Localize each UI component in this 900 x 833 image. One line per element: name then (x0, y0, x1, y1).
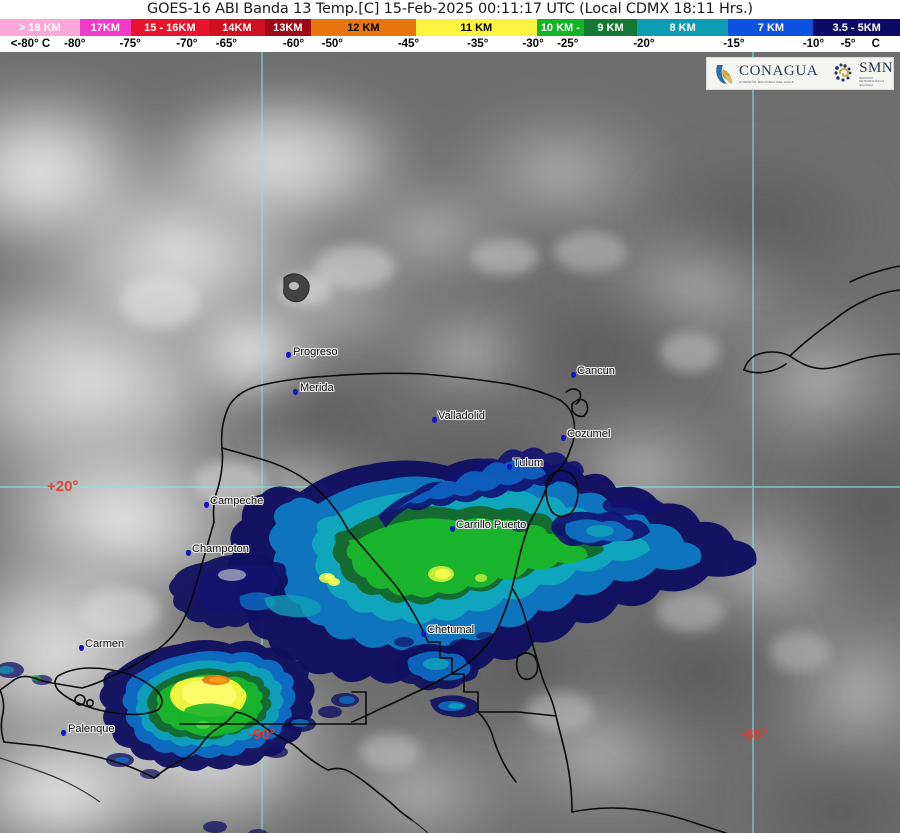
map-coastlines (0, 265, 900, 833)
smn-subtitle-3: NACIONAL (859, 83, 874, 87)
city-dot-merida (293, 389, 298, 395)
satellite-image-svg (0, 52, 900, 833)
city-dot-cancun (571, 372, 576, 378)
storm-patch-chetumal (392, 643, 479, 718)
temp-tick-12: -15° (723, 38, 745, 50)
smn-subtitle-1: SERVICIO (859, 77, 873, 81)
conagua-eagle-icon (716, 64, 733, 84)
city-dot-champoton (186, 550, 191, 556)
temp-tick-9: -30° (522, 38, 544, 50)
temp-tick-11: -20° (633, 38, 655, 50)
temp-tick-10: -25° (557, 38, 579, 50)
temp-tick-4: -65° (215, 38, 237, 50)
smn-logo: SMN SERVICIO METEOROLÓGICO NACIONAL (832, 60, 893, 87)
city-dot-progreso (286, 352, 291, 358)
colorbar-segment-5: 12 KM (310, 19, 417, 36)
page-title: GOES-16 ABI Banda 13 Temp.[C] 15-Feb-202… (147, 1, 753, 17)
smn-name: SMN (859, 60, 894, 77)
colorbar-segment-9: 8 KM (636, 19, 729, 36)
city-dot-palenque (61, 730, 66, 736)
smn-swirl-icon (834, 63, 852, 83)
city-dot-cozumel (561, 435, 566, 441)
temp-tick-15: C (871, 38, 880, 50)
temp-tick-14: -5° (840, 38, 856, 50)
temp-tick-8: -35° (467, 38, 489, 50)
temp-tick-5: -60° (282, 38, 305, 50)
colorbar-segment-8: 9 KM (584, 19, 637, 36)
scattered-convection (0, 524, 528, 833)
satellite-image-panel[interactable]: +20° -90° -85° Progreso Merida Valladoli… (0, 52, 900, 833)
storm-cluster-ne (551, 496, 666, 547)
city-dot-tulum (507, 464, 512, 470)
colorbar-segment-10: 7 KM (728, 19, 814, 36)
temp-tick-2: -75° (119, 38, 141, 50)
colorbar-segment-11: 3.5 - 5KM (813, 19, 900, 36)
temp-tick-7: -45° (397, 38, 420, 50)
temp-tick-1: -80° (64, 38, 86, 50)
colorbar-segment-0: > 18 KM (0, 19, 80, 36)
city-dot-chetumal (421, 631, 426, 637)
color-legend-bar: > 18 KM 17KM 15 - 16KM 14KM 13KM 12 KM 11 KM 10… (0, 19, 900, 36)
colorbar-segment-2: 15 - 16KM (130, 19, 209, 36)
smn-subtitle-2: METEOROLÓGICO (859, 80, 885, 84)
conagua-subtitle: COMISIÓN NACIONAL DEL AGUA (739, 80, 794, 84)
colorbar-segment-3: 14KM (208, 19, 265, 36)
temperature-scale-axis: <-80° C -80° -75° -70° -65° -60° -50° -45° -35° -… (0, 36, 900, 52)
city-dot-carrillo-puerto (450, 526, 455, 532)
colorbar-segment-6: 11 KM (416, 19, 537, 36)
temp-tick-13: -10° (802, 38, 825, 50)
temp-tick-6: -50° (321, 38, 343, 50)
colorbar-segment-7: 10 KM - (536, 19, 585, 36)
city-dot-carmen (79, 645, 84, 651)
temp-tick-3: -70° (176, 38, 198, 50)
city-dot-valladolid (432, 417, 437, 423)
conagua-logo: CONAGUA COMISIÓN NACIONAL DEL AGUA (713, 62, 818, 86)
colorbar-segment-1: 17KM (79, 19, 131, 36)
grid-label-lat-20n: +20° (47, 478, 79, 495)
grid-label-lon-85w: -85° (740, 726, 768, 743)
city-dot-campeche (204, 502, 209, 508)
temp-tick-0: <-80° C (10, 38, 51, 50)
agency-logo-bar: CONAGUA COMISIÓN NACIONAL DEL AGUA (706, 57, 894, 90)
grid-label-lon-90w: -90° (248, 726, 276, 743)
storm-cluster-sw (99, 640, 315, 771)
colorbar-segment-4: 13KM (264, 19, 311, 36)
conagua-name: CONAGUA (739, 63, 819, 79)
